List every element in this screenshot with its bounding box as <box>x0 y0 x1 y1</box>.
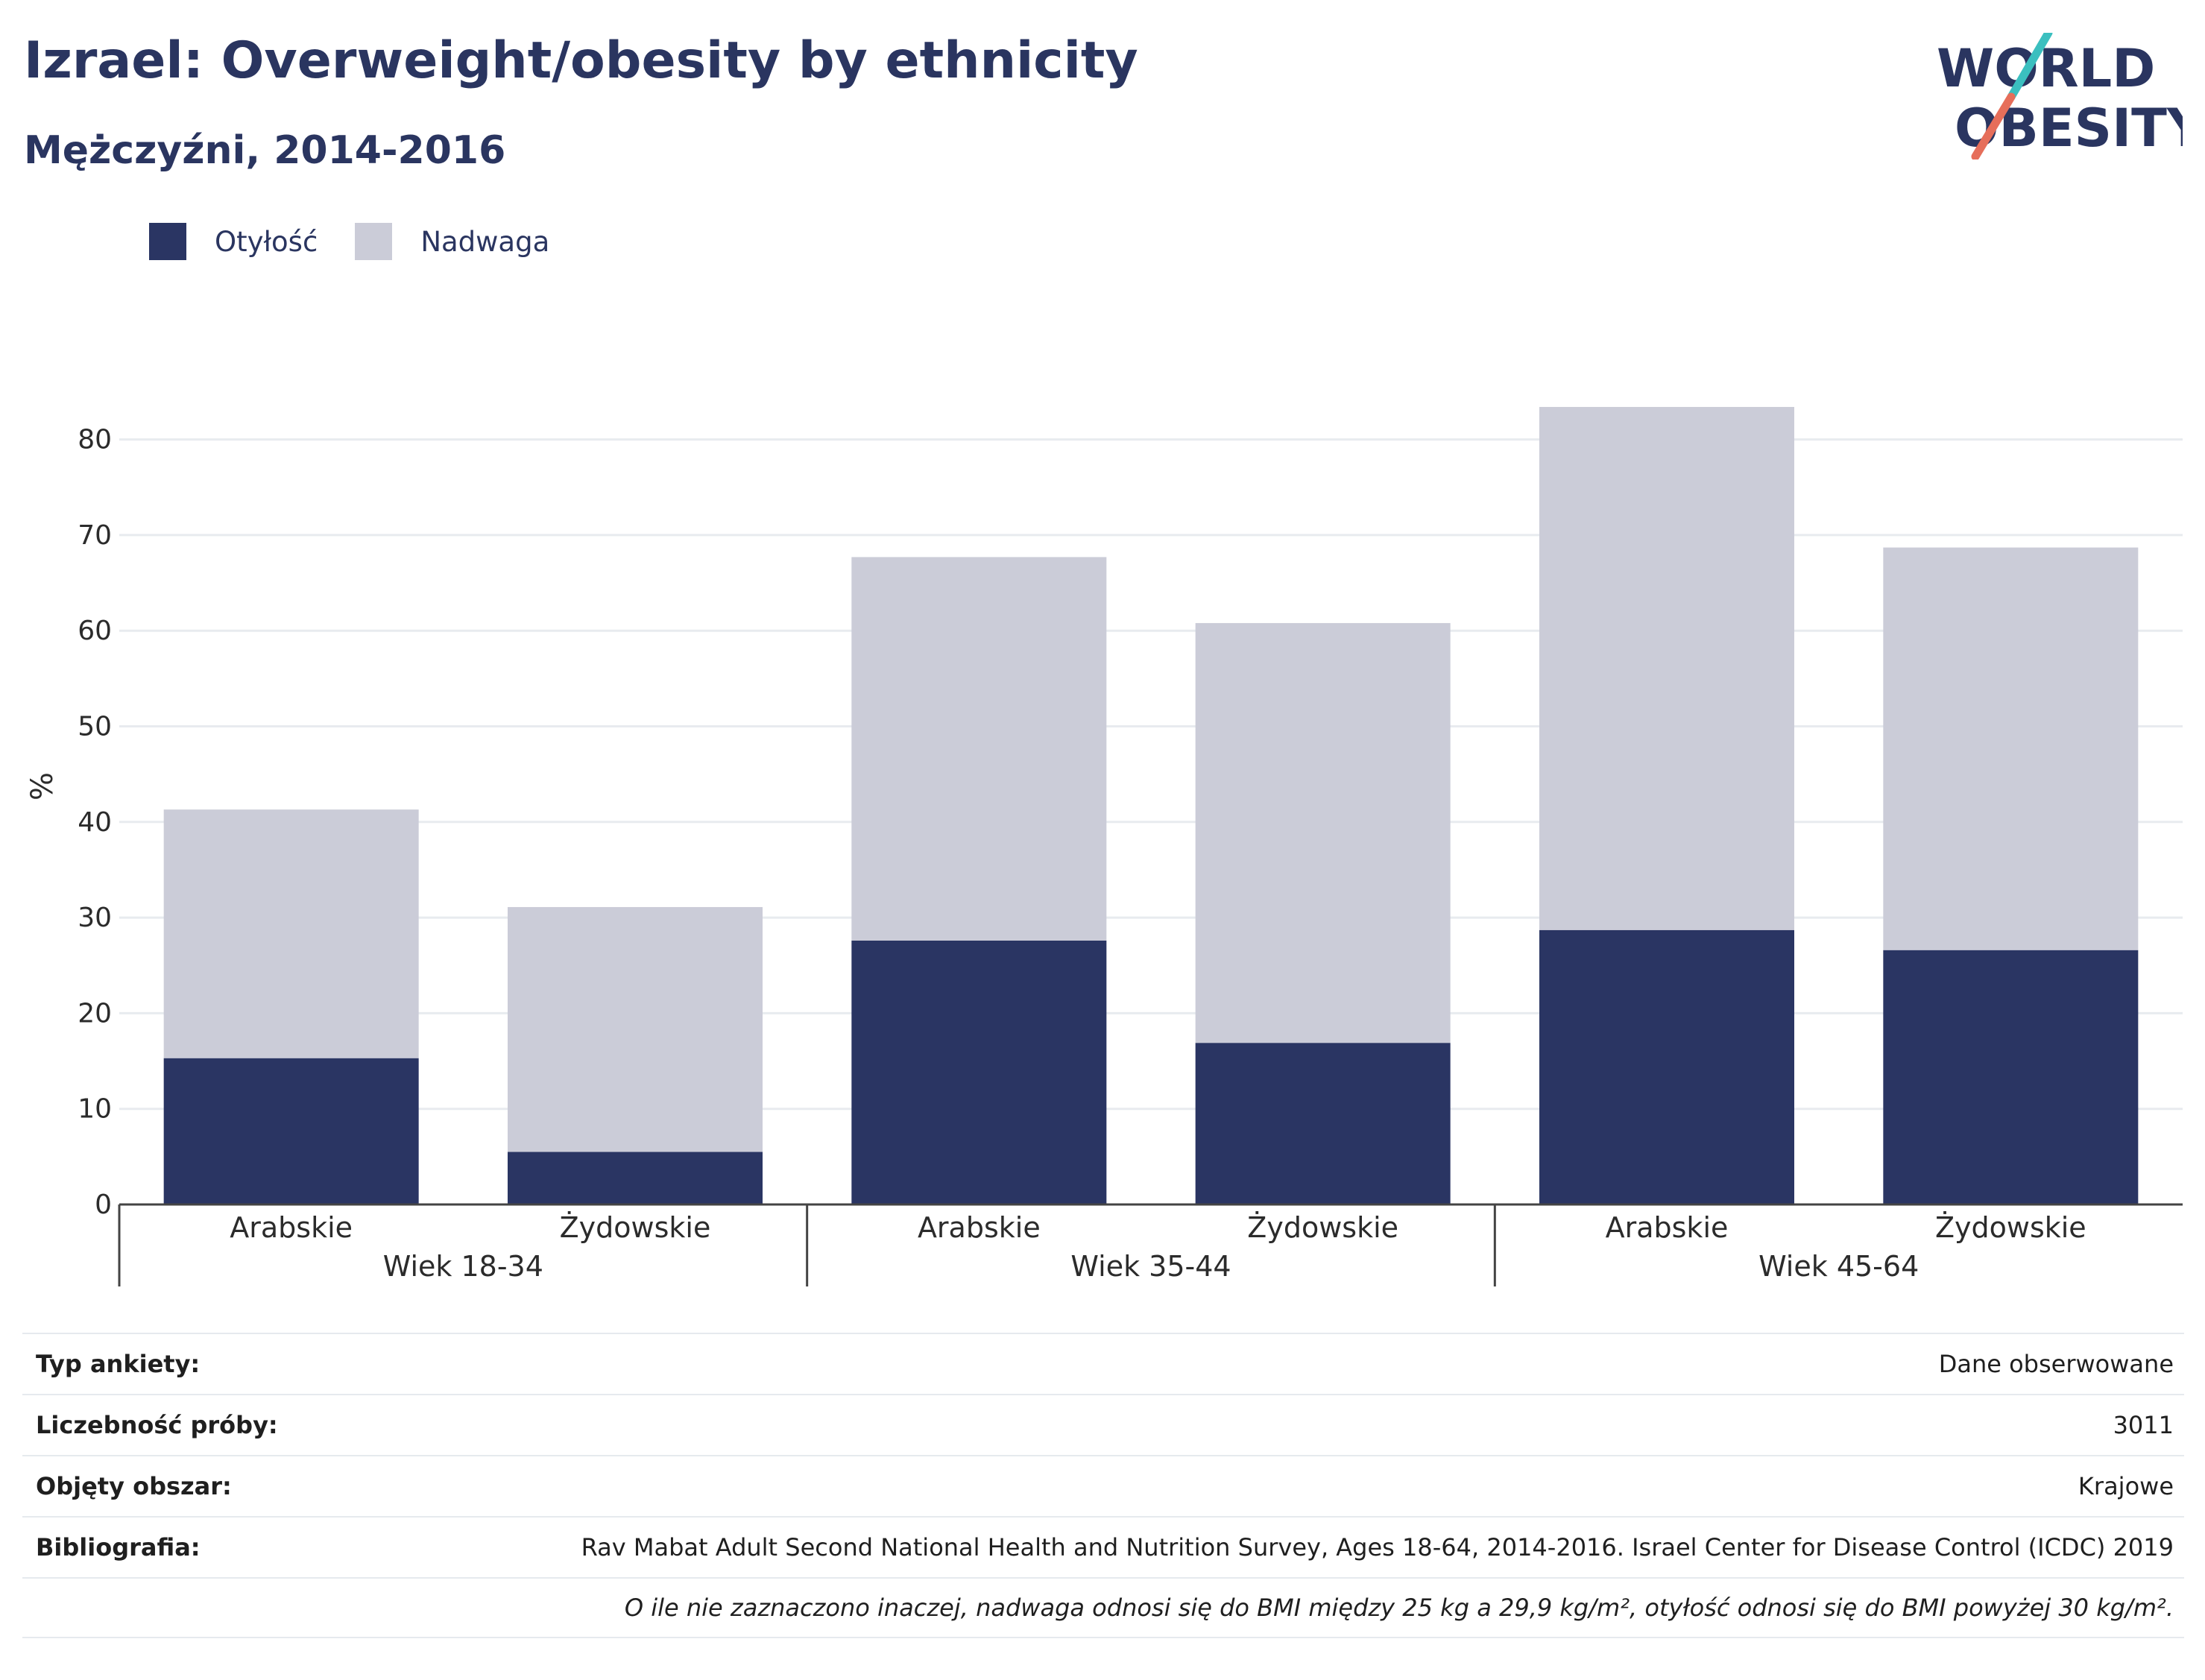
chart-title: Izrael: Overweight/obesity by ethnicity <box>24 31 1138 90</box>
chart-subtitle: Mężczyźni, 2014-2016 <box>24 128 506 173</box>
y-tick-label: 60 <box>78 616 112 646</box>
logo-slash-teal <box>2007 33 2053 101</box>
info-row-survey-type: Typ ankiety: Dane obserwowane <box>22 1333 2184 1394</box>
info-value: Krajowe <box>2078 1472 2174 1500</box>
x-group-label: Wiek 18-34 <box>383 1250 543 1283</box>
x-tick-label: Żydowskie <box>560 1211 711 1244</box>
y-tick-label: 40 <box>78 807 112 838</box>
legend-swatch-overweight <box>355 223 393 260</box>
x-tick-label: Arabskie <box>1606 1211 1729 1244</box>
logo-text-world: WORLD <box>1937 38 2155 99</box>
logo-slash-coral <box>1971 92 2016 160</box>
bar-overweight <box>508 906 763 1152</box>
bar-obesity <box>1195 1043 1451 1204</box>
bar-overweight <box>1195 622 1451 1043</box>
y-tick-label: 0 <box>95 1190 112 1220</box>
legend-label-obesity: Otyłość <box>215 225 318 258</box>
info-row-bibliography: Bibliografia: Rav Mabat Adult Second Nat… <box>22 1516 2184 1577</box>
stacked-bar-chart: 0 10 20 30 40 50 60 70 80% Arabskie Żydowskie Arabs… <box>25 406 2183 1286</box>
info-value: Rav Mabat Adult Second National Health a… <box>581 1533 2174 1561</box>
info-label: Typ ankiety: <box>36 1350 201 1378</box>
footnote: O ile nie zaznaczono inaczej, nadwaga od… <box>624 1594 2174 1622</box>
bar-obesity <box>851 940 1107 1204</box>
bar-obesity <box>1883 950 2139 1204</box>
legend-item-obesity[interactable]: Otyłość <box>149 223 318 260</box>
legend-label-overweight: Nadwaga <box>420 225 550 258</box>
survey-info-table: Typ ankiety: Dane obserwowane Liczebność… <box>22 1333 2184 1638</box>
legend-swatch-obesity <box>149 223 186 260</box>
info-row-sample-size: Liczebność próby: 3011 <box>22 1394 2184 1455</box>
x-tick-label: Arabskie <box>918 1211 1041 1244</box>
x-tick-label: Arabskie <box>230 1211 353 1244</box>
y-tick-label: 10 <box>78 1094 112 1125</box>
bar-overweight <box>1539 406 1794 930</box>
x-group-label: Wiek 45-64 <box>1758 1250 1919 1283</box>
world-obesity-logo: WORLD OBESITY <box>1937 33 2183 160</box>
y-tick-label: 80 <box>78 425 112 455</box>
bar-overweight <box>851 557 1107 941</box>
info-label: Bibliografia: <box>36 1533 201 1561</box>
bar-obesity <box>163 1058 419 1204</box>
info-value: Dane obserwowane <box>1938 1350 2174 1378</box>
y-tick-label: 20 <box>78 998 112 1029</box>
bar-overweight <box>1883 547 2139 950</box>
x-group-label: Wiek 35-44 <box>1070 1250 1231 1283</box>
bar-overweight <box>163 809 419 1058</box>
y-tick-label: 70 <box>78 520 112 551</box>
info-label: Liczebność próby: <box>36 1411 278 1439</box>
y-axis-label: % <box>25 772 60 800</box>
bar-obesity <box>508 1152 763 1204</box>
info-value: 3011 <box>2113 1411 2174 1439</box>
x-tick-label: Żydowskie <box>1247 1211 1398 1244</box>
y-tick-label: 30 <box>78 903 112 933</box>
legend-item-overweight[interactable]: Nadwaga <box>355 223 549 260</box>
y-tick-label: 50 <box>78 712 112 742</box>
chart-legend: Otyłość Nadwaga <box>149 222 587 261</box>
info-row-coverage: Objęty obszar: Krajowe <box>22 1455 2184 1516</box>
x-tick-label: Żydowskie <box>1935 1211 2086 1244</box>
info-label: Objęty obszar: <box>36 1472 232 1500</box>
bar-obesity <box>1539 929 1794 1204</box>
info-row-footnote: O ile nie zaznaczono inaczej, nadwaga od… <box>22 1577 2184 1638</box>
